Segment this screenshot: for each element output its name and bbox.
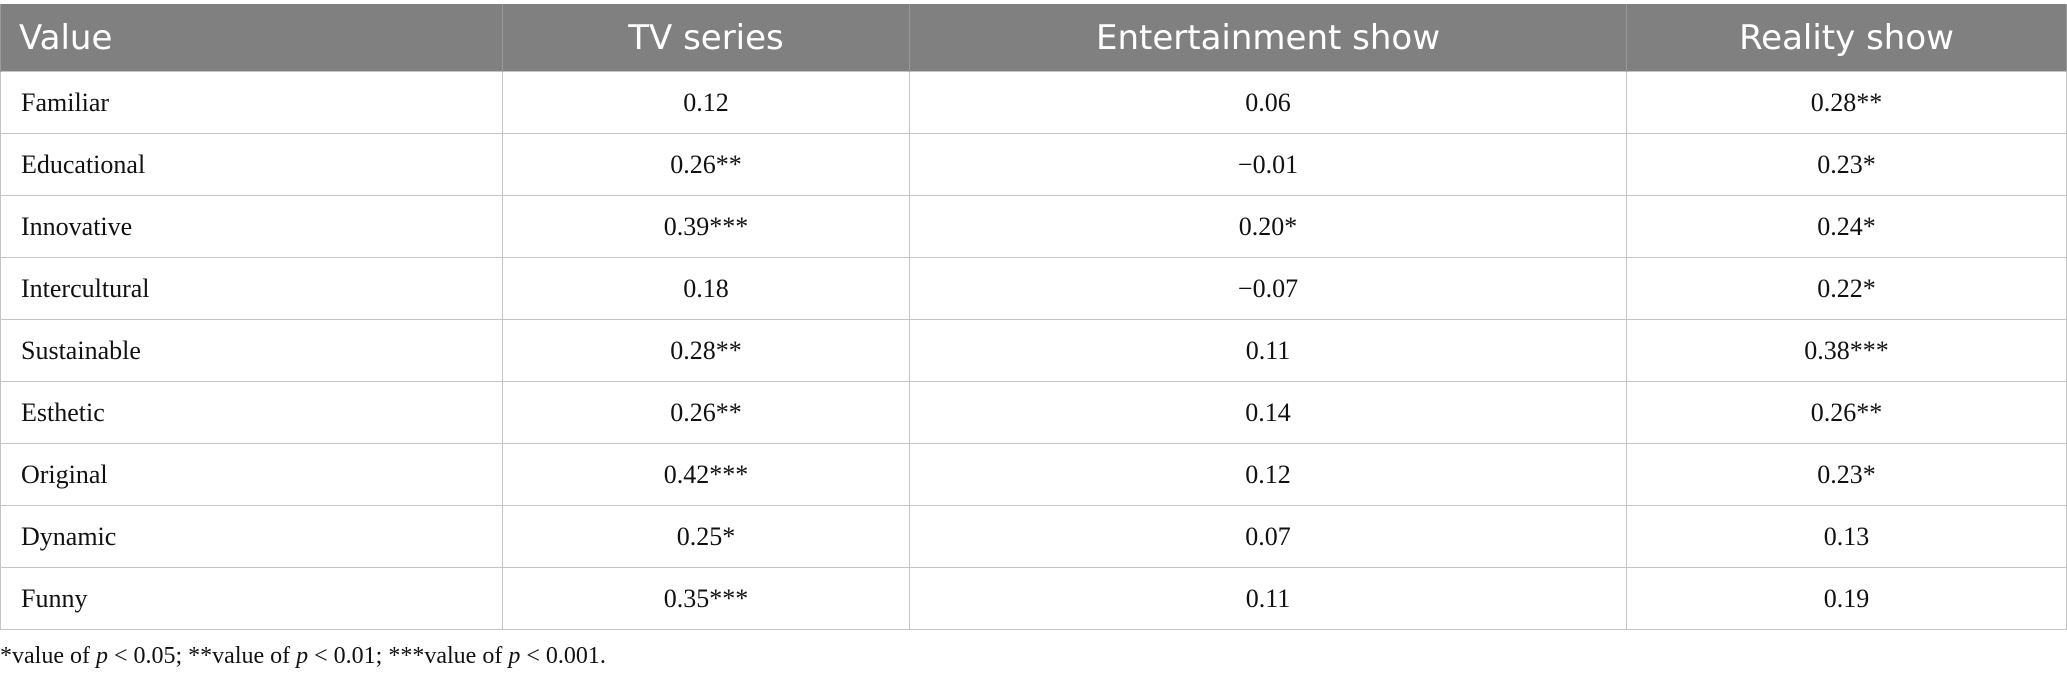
cell-reality-show: 0.19 — [1626, 567, 2067, 630]
cell-reality-show: 0.23* — [1626, 133, 2067, 196]
cell-reality-show: 0.13 — [1626, 505, 2067, 568]
cell-entertainment-show: 0.14 — [909, 381, 1627, 444]
cell-entertainment-show: −0.01 — [909, 133, 1627, 196]
row-label: Dynamic — [0, 505, 503, 568]
row-label: Original — [0, 443, 503, 506]
cell-tv-series: 0.26** — [502, 381, 910, 444]
table-row: Sustainable 0.28** 0.11 0.38*** — [0, 319, 2067, 382]
table-row: Esthetic 0.26** 0.14 0.26** — [0, 381, 2067, 444]
header-cell-entertainment-show: Entertainment show — [909, 4, 1627, 72]
cell-entertainment-show: 0.11 — [909, 567, 1627, 630]
table-row: Educational 0.26** −0.01 0.23* — [0, 133, 2067, 196]
footnote-text: < 0.05; **value of — [107, 643, 297, 669]
header-row: Value TV series Entertainment show Reali… — [0, 4, 2067, 72]
row-label: Innovative — [0, 195, 503, 258]
footnote-p-symbol: p — [508, 643, 521, 669]
footnote-text: < 0.01; ***value of — [308, 643, 509, 669]
cell-entertainment-show: 0.07 — [909, 505, 1627, 568]
row-label: Funny — [0, 567, 503, 630]
cell-tv-series: 0.18 — [502, 257, 910, 320]
cell-reality-show: 0.23* — [1626, 443, 2067, 506]
row-label: Esthetic — [0, 381, 503, 444]
table-header: Value TV series Entertainment show Reali… — [0, 4, 2067, 72]
header-cell-value: Value — [0, 4, 503, 72]
header-cell-tv-series: TV series — [502, 4, 910, 72]
cell-tv-series: 0.28** — [502, 319, 910, 382]
cell-entertainment-show: 0.20* — [909, 195, 1627, 258]
correlation-table: Value TV series Entertainment show Reali… — [0, 4, 2067, 630]
cell-entertainment-show: 0.11 — [909, 319, 1627, 382]
footnote-p-symbol: p — [95, 643, 108, 669]
correlation-table-container: Value TV series Entertainment show Reali… — [0, 4, 2067, 630]
table-body: Familiar 0.12 0.06 0.28** Educational 0.… — [0, 71, 2067, 630]
cell-reality-show: 0.24* — [1626, 195, 2067, 258]
row-label: Intercultural — [0, 257, 503, 320]
row-label: Familiar — [0, 71, 503, 134]
table-row: Familiar 0.12 0.06 0.28** — [0, 71, 2067, 134]
table-row: Original 0.42*** 0.12 0.23* — [0, 443, 2067, 506]
cell-entertainment-show: 0.12 — [909, 443, 1627, 506]
footnote-text: *value of — [0, 643, 96, 669]
cell-tv-series: 0.42*** — [502, 443, 910, 506]
cell-tv-series: 0.12 — [502, 71, 910, 134]
table-row: Dynamic 0.25* 0.07 0.13 — [0, 505, 2067, 568]
cell-reality-show: 0.26** — [1626, 381, 2067, 444]
table-row: Intercultural 0.18 −0.07 0.22* — [0, 257, 2067, 320]
row-label: Sustainable — [0, 319, 503, 382]
cell-tv-series: 0.26** — [502, 133, 910, 196]
cell-entertainment-show: 0.06 — [909, 71, 1627, 134]
footnote-text: < 0.001. — [520, 643, 606, 669]
cell-reality-show: 0.28** — [1626, 71, 2067, 134]
cell-tv-series: 0.35*** — [502, 567, 910, 630]
header-cell-reality-show: Reality show — [1626, 4, 2067, 72]
table-row: Funny 0.35*** 0.11 0.19 — [0, 567, 2067, 630]
row-label: Educational — [0, 133, 503, 196]
cell-tv-series: 0.39*** — [502, 195, 910, 258]
table-footnote: *value of p < 0.05; **value of p < 0.01;… — [0, 643, 606, 670]
footnote-p-symbol: p — [296, 643, 309, 669]
table-row: Innovative 0.39*** 0.20* 0.24* — [0, 195, 2067, 258]
cell-reality-show: 0.22* — [1626, 257, 2067, 320]
cell-tv-series: 0.25* — [502, 505, 910, 568]
cell-entertainment-show: −0.07 — [909, 257, 1627, 320]
cell-reality-show: 0.38*** — [1626, 319, 2067, 382]
